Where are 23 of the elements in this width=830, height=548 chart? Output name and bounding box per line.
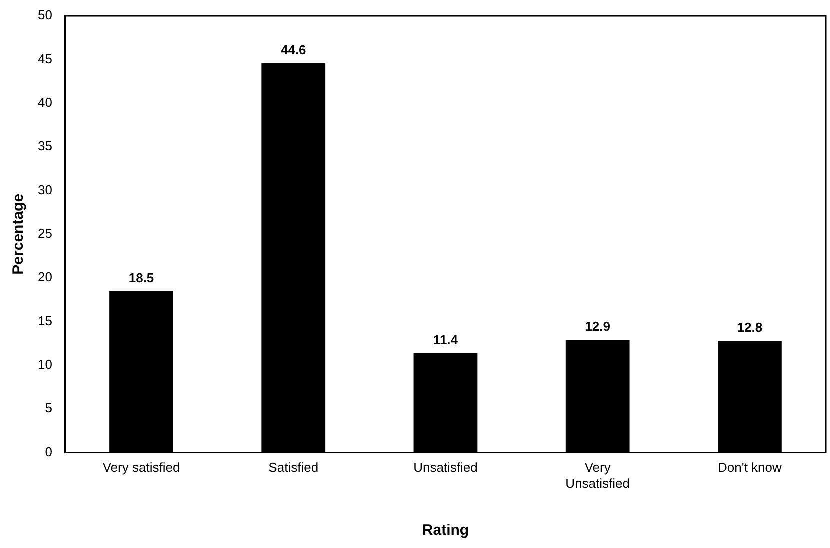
y-tick-label: 0 bbox=[45, 444, 52, 460]
x-tick-label: Don't know bbox=[718, 460, 783, 476]
y-tick-label: 45 bbox=[38, 51, 52, 66]
y-tick-label: 30 bbox=[38, 182, 52, 198]
data-label: 12.9 bbox=[585, 319, 610, 334]
data-label: 12.8 bbox=[737, 320, 763, 336]
data-label: 18.5 bbox=[128, 270, 154, 286]
y-tick-label: 5 bbox=[45, 400, 52, 416]
data-label: 11.4 bbox=[433, 332, 459, 348]
y-tick-label: 20 bbox=[38, 270, 52, 285]
x-axis-title: Rating bbox=[422, 522, 470, 540]
x-tick-label: Unsatisfied bbox=[414, 460, 478, 476]
x-tick-label: Very satisfied bbox=[102, 460, 180, 476]
y-tick-label: 15 bbox=[38, 313, 52, 328]
y-tick-label: 40 bbox=[38, 94, 52, 110]
y-axis-title: Percentage bbox=[10, 194, 28, 275]
data-label: 44.6 bbox=[280, 42, 306, 58]
x-tick-label: Very Unsatisfied bbox=[566, 460, 630, 491]
y-tick-label: 50 bbox=[38, 8, 52, 23]
x-tick-label: Satisfied bbox=[268, 460, 319, 476]
y-tick-label: 35 bbox=[38, 138, 52, 154]
y-tick-label: 10 bbox=[38, 357, 52, 372]
y-tick-label: 25 bbox=[38, 226, 52, 241]
